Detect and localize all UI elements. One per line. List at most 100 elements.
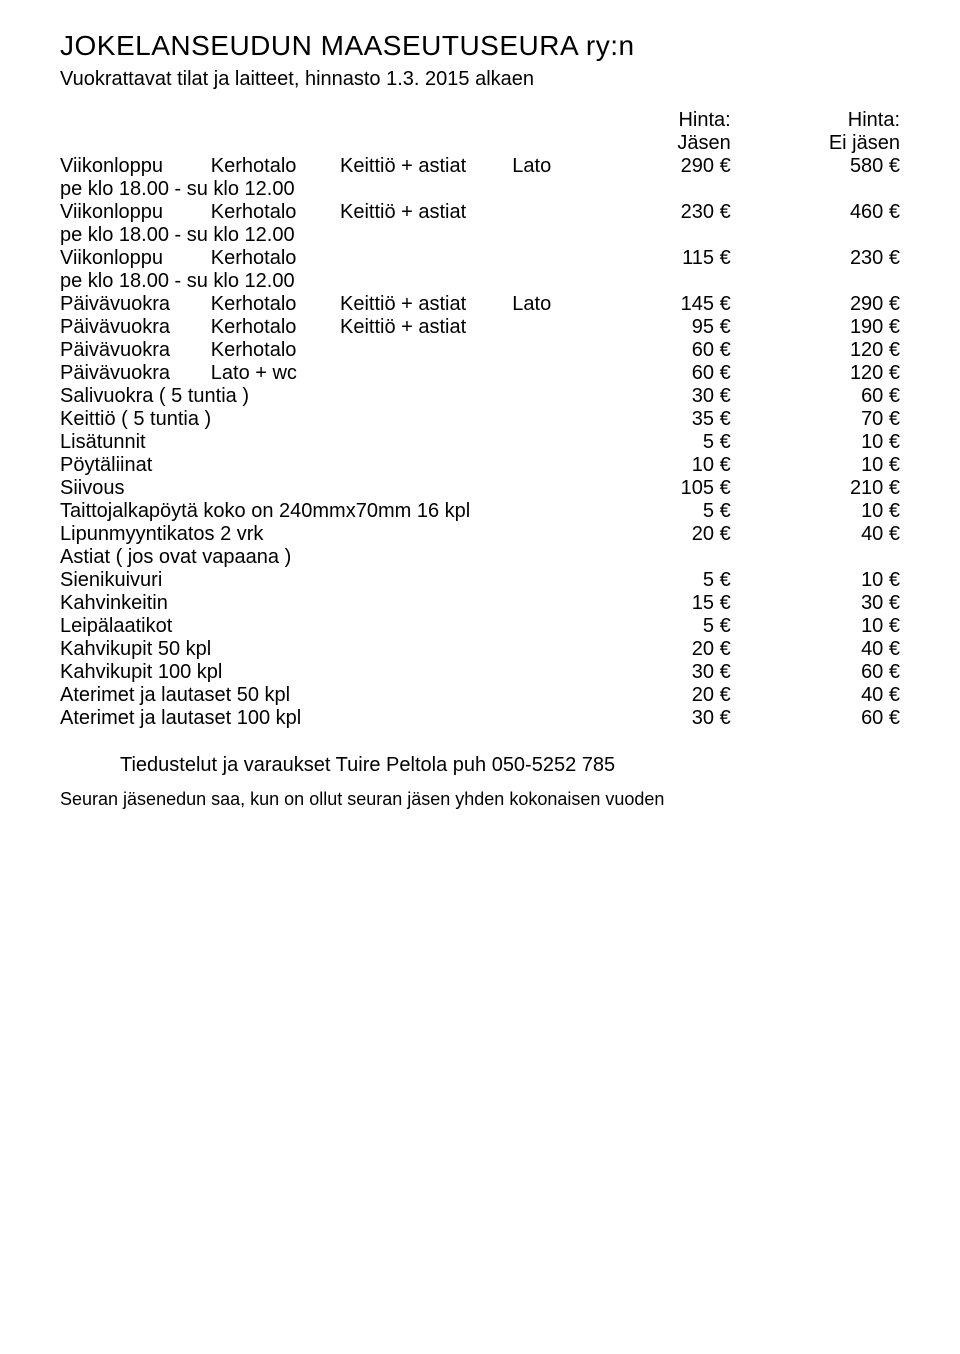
- price-member: 5 €: [598, 615, 770, 638]
- cell: [512, 339, 598, 362]
- cell: [512, 247, 598, 270]
- cell: Kerhotalo: [211, 201, 340, 224]
- price-member: 230 €: [598, 201, 770, 224]
- price-member: 145 €: [598, 293, 770, 316]
- cell: [512, 201, 598, 224]
- price-member: 95 €: [598, 316, 770, 339]
- cell: Päivävuokra: [60, 362, 211, 385]
- price-nonmember: 120 €: [771, 362, 900, 385]
- cell: Lato: [512, 293, 598, 316]
- cell-sub: pe klo 18.00 - su klo 12.00: [60, 270, 598, 293]
- price-nonmember: 580 €: [771, 155, 900, 178]
- cell: Keittiö + astiat: [340, 201, 512, 224]
- price-member: 20 €: [598, 523, 770, 546]
- header-row-2: Jäsen Ei jäsen: [60, 132, 900, 155]
- cell: Keittiö + astiat: [340, 316, 512, 339]
- cell: Lisätunnit: [60, 431, 598, 454]
- astia-header: Astiat ( jos ovat vapaana ): [60, 546, 598, 569]
- table-row: Sienikuivuri5 €10 €: [60, 569, 900, 592]
- cell: Viikonloppu: [60, 247, 211, 270]
- table-row: Leipälaatikot5 €10 €: [60, 615, 900, 638]
- cell: Keittiö + astiat: [340, 155, 512, 178]
- price-member: 30 €: [598, 661, 770, 684]
- table-row: Keittiö ( 5 tuntia )35 €70 €: [60, 408, 900, 431]
- cell: Kerhotalo: [211, 293, 340, 316]
- cell: [340, 247, 512, 270]
- cell: Päivävuokra: [60, 293, 211, 316]
- price-nonmember: 40 €: [771, 523, 900, 546]
- table-row: Lisätunnit5 €10 €: [60, 431, 900, 454]
- cell: Viikonloppu: [60, 155, 211, 178]
- table-row: PäivävuokraKerhotaloKeittiö + astiat 95 €…: [60, 316, 900, 339]
- table-row: ViikonloppuKerhotalo 115 €230 €: [60, 247, 900, 270]
- header-price-member: Hinta:: [598, 109, 770, 132]
- table-row: PäivävuokraLato + wc60 €120 €: [60, 362, 900, 385]
- price-nonmember: 120 €: [771, 339, 900, 362]
- table-row: Kahvikupit 100 kpl30 €60 €: [60, 661, 900, 684]
- price-member: 60 €: [598, 339, 770, 362]
- document-title: JOKELANSEUDUN MAASEUTUSEURA ry:n: [60, 30, 900, 62]
- price-nonmember: 10 €: [771, 500, 900, 523]
- price-nonmember: 230 €: [771, 247, 900, 270]
- cell-sub: pe klo 18.00 - su klo 12.00: [60, 178, 598, 201]
- header-price-nonmember: Hinta:: [771, 109, 900, 132]
- price-nonmember: 10 €: [771, 431, 900, 454]
- footnote-line: Seuran jäsenedun saa, kun on ollut seura…: [60, 789, 900, 810]
- cell: Kahvikupit 100 kpl: [60, 661, 598, 684]
- cell-sub: pe klo 18.00 - su klo 12.00: [60, 224, 598, 247]
- table-row: Aterimet ja lautaset 100 kpl30 €60 €: [60, 707, 900, 730]
- cell: Leipälaatikot: [60, 615, 598, 638]
- cell: Kerhotalo: [211, 155, 340, 178]
- cell: Päivävuokra: [60, 316, 211, 339]
- table-row: Siivous105 €210 €: [60, 477, 900, 500]
- price-nonmember: 10 €: [771, 454, 900, 477]
- header-member: Jäsen: [598, 132, 770, 155]
- price-nonmember: 210 €: [771, 477, 900, 500]
- price-member: 5 €: [598, 431, 770, 454]
- table-row-sub: pe klo 18.00 - su klo 12.00: [60, 270, 900, 293]
- table-row: ViikonloppuKerhotaloKeittiö + astiat230 …: [60, 201, 900, 224]
- cell: Päivävuokra: [60, 339, 211, 362]
- price-table: Hinta: Hinta: Jäsen Ei jäsen Viikonloppu…: [60, 109, 900, 730]
- header-nonmember: Ei jäsen: [771, 132, 900, 155]
- price-member: 60 €: [598, 362, 770, 385]
- cell: Aterimet ja lautaset 50 kpl: [60, 684, 598, 707]
- price-nonmember: 60 €: [771, 707, 900, 730]
- price-member: 35 €: [598, 408, 770, 431]
- price-nonmember: 460 €: [771, 201, 900, 224]
- cell: [340, 339, 512, 362]
- cell: Kerhotalo: [211, 247, 340, 270]
- table-row: Lipunmyyntikatos 2 vrk20 €40 €: [60, 523, 900, 546]
- cell: Sienikuivuri: [60, 569, 598, 592]
- cell: Kahvikupit 50 kpl: [60, 638, 598, 661]
- table-row: Kahvikupit 50 kpl20 €40 €: [60, 638, 900, 661]
- cell: Kerhotalo: [211, 316, 340, 339]
- price-member: 105 €: [598, 477, 770, 500]
- cell: Lipunmyyntikatos 2 vrk: [60, 523, 598, 546]
- price-member: 5 €: [598, 569, 770, 592]
- price-member: 115 €: [598, 247, 770, 270]
- table-row: PäivävuokraKerhotalo 60 €120 €: [60, 339, 900, 362]
- price-member: 20 €: [598, 638, 770, 661]
- price-nonmember: 290 €: [771, 293, 900, 316]
- cell: Kerhotalo: [211, 339, 340, 362]
- header-row-1: Hinta: Hinta:: [60, 109, 900, 132]
- price-nonmember: 30 €: [771, 592, 900, 615]
- table-row: ViikonloppuKerhotaloKeittiö + astiatLato…: [60, 155, 900, 178]
- price-member: 10 €: [598, 454, 770, 477]
- cell: Keittiö ( 5 tuntia ): [60, 408, 598, 431]
- table-row: Aterimet ja lautaset 50 kpl20 €40 €: [60, 684, 900, 707]
- cell: Taittojalkapöytä koko on 240mmx70mm 16 k…: [60, 500, 598, 523]
- table-row: Kahvinkeitin15 €30 €: [60, 592, 900, 615]
- cell: [340, 362, 512, 385]
- price-member: 290 €: [598, 155, 770, 178]
- contact-line: Tiedustelut ja varaukset Tuire Peltola p…: [60, 754, 900, 777]
- price-nonmember: 10 €: [771, 615, 900, 638]
- cell: Siivous: [60, 477, 598, 500]
- cell: Lato: [512, 155, 598, 178]
- table-row: PäivävuokraKerhotaloKeittiö + astiatLato…: [60, 293, 900, 316]
- price-member: 20 €: [598, 684, 770, 707]
- price-nonmember: 60 €: [771, 661, 900, 684]
- cell: Aterimet ja lautaset 100 kpl: [60, 707, 598, 730]
- cell: Salivuokra ( 5 tuntia ): [60, 385, 598, 408]
